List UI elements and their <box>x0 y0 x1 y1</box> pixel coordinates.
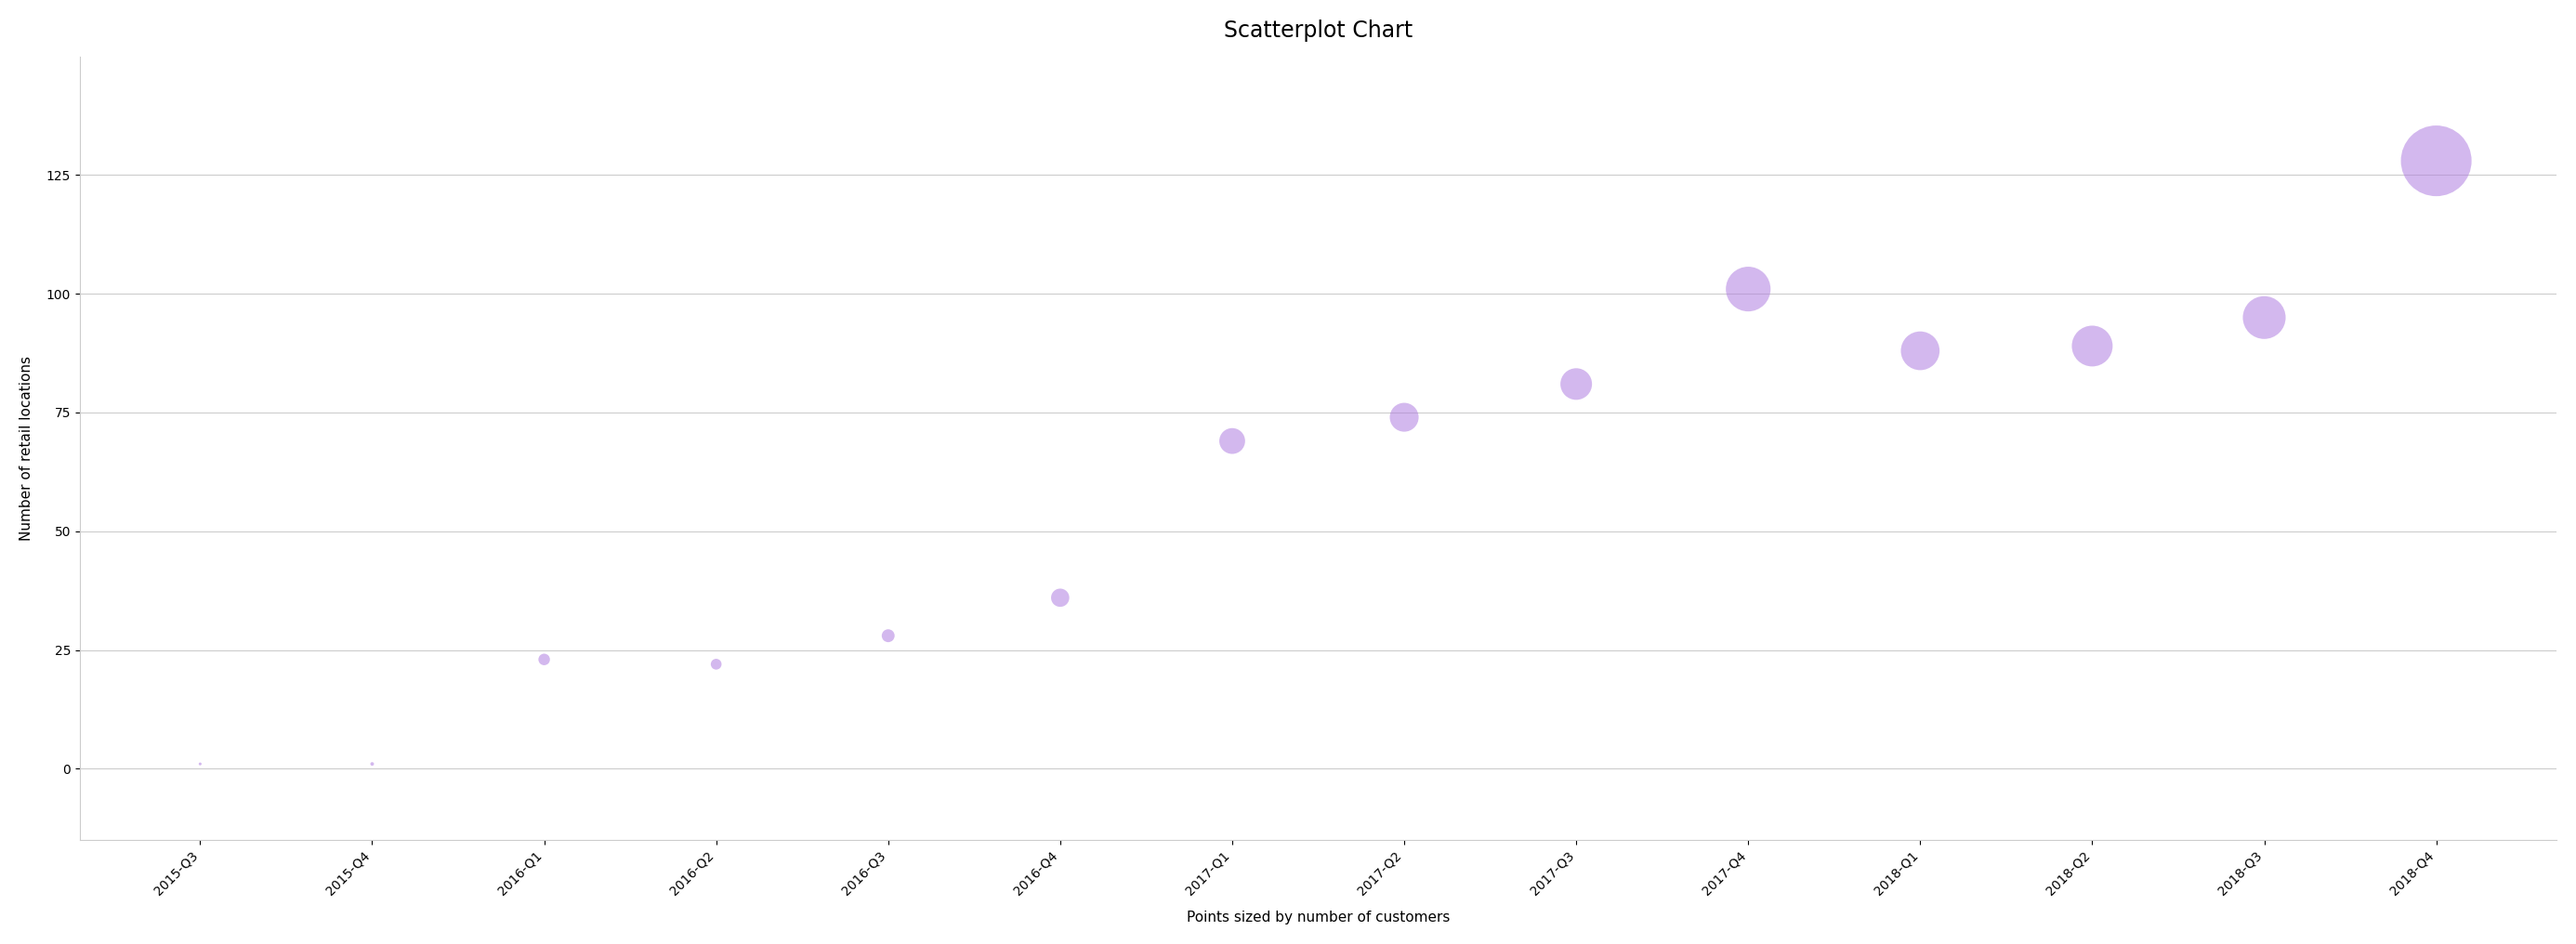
Point <box>2416 153 2458 168</box>
Point <box>2071 339 2112 354</box>
Point <box>696 657 737 672</box>
Point <box>1383 410 1425 425</box>
Point <box>523 652 564 667</box>
Y-axis label: Number of retail locations: Number of retail locations <box>21 356 33 541</box>
Point <box>1211 433 1252 448</box>
Point <box>1041 590 1082 605</box>
Point <box>350 756 392 771</box>
Point <box>2244 310 2285 325</box>
X-axis label: Points sized by number of customers: Points sized by number of customers <box>1188 911 1450 924</box>
Point <box>1556 377 1597 392</box>
Point <box>1728 281 1770 296</box>
Point <box>868 628 909 643</box>
Point <box>1899 344 1940 359</box>
Title: Scatterplot Chart: Scatterplot Chart <box>1224 20 1412 42</box>
Point <box>180 756 222 771</box>
